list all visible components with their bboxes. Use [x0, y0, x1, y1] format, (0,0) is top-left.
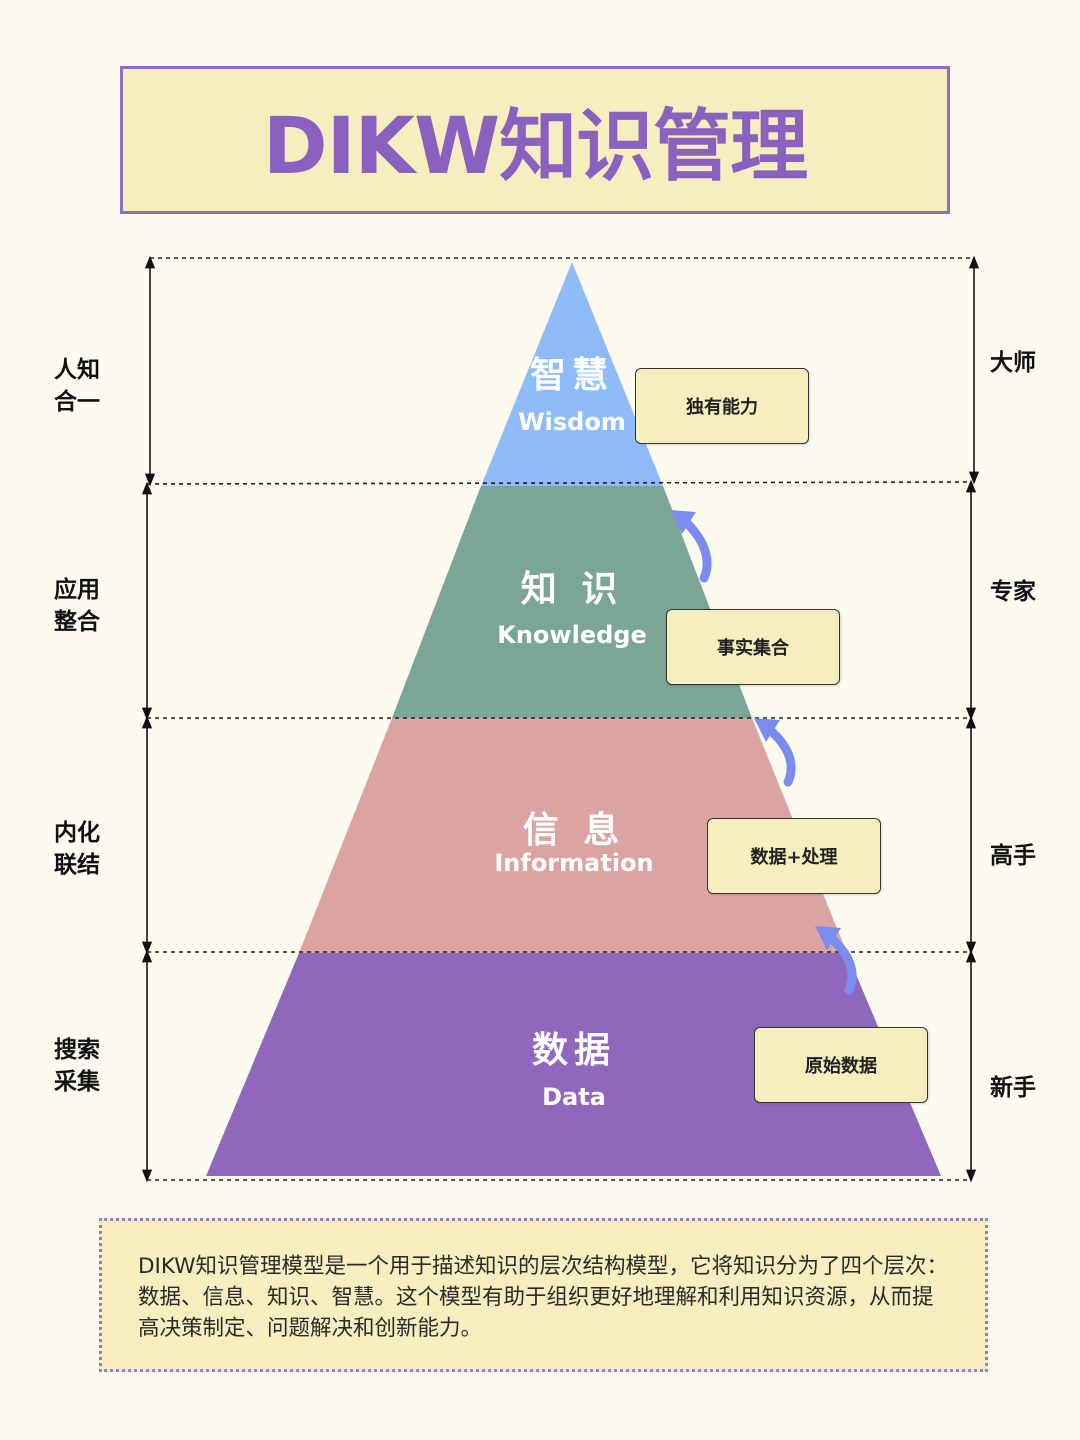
curved-up-arrow-icon	[754, 718, 796, 787]
tag-box-wisdom: 独有能力	[635, 368, 809, 444]
right-label-data: 新手	[990, 1075, 1036, 1101]
description-box: DIKW知识管理模型是一个用于描述知识的层次结构模型，它将知识分为了四个层次：数…	[99, 1218, 988, 1372]
separator-line	[146, 481, 973, 485]
right-label-knowledge: 专家	[990, 579, 1036, 605]
right-label-wisdom: 大师	[990, 350, 1036, 376]
pyramid-layer-data	[206, 953, 941, 1176]
tag-box-knowledge: 事实集合	[666, 609, 840, 685]
curved-up-arrow-icon	[815, 926, 857, 995]
layer-title-knowledge: 知 识	[520, 569, 624, 610]
level-separators	[146, 257, 975, 1181]
layer-subtitle-wisdom: Wisdom	[518, 408, 626, 436]
right-label-information: 高手	[990, 843, 1036, 869]
tag-box-data: 原始数据	[754, 1027, 928, 1103]
layer-title-wisdom: 智慧	[529, 355, 614, 396]
left-label-wisdom: 人知 合一	[54, 357, 100, 415]
pyramid-layer-knowledge	[392, 486, 752, 718]
layer-title-data: 数据	[531, 1030, 616, 1071]
left-label-data: 搜索 采集	[54, 1037, 100, 1095]
layer-subtitle-data: Data	[542, 1083, 606, 1111]
description-text: DIKW知识管理模型是一个用于描述知识的层次结构模型，它将知识分为了四个层次：数…	[138, 1254, 948, 1341]
layer-subtitle-knowledge: Knowledge	[497, 621, 647, 649]
right-range-arrows	[965, 255, 980, 1183]
left-range-arrows	[141, 255, 156, 1183]
page-title: DIKW知识管理	[262, 102, 808, 192]
left-label-knowledge: 应用 整合	[54, 577, 100, 635]
pyramid-layer-wisdom	[481, 262, 663, 486]
pyramid-layer-information	[299, 718, 847, 953]
curved-up-arrow-icon	[670, 510, 712, 583]
title-banner: DIKW知识管理	[120, 66, 950, 214]
left-label-information: 内化 联结	[54, 820, 100, 878]
curved-arrows	[670, 510, 857, 995]
tag-box-information: 数据+处理	[707, 818, 881, 894]
layer-subtitle-information: Information	[494, 849, 654, 877]
layer-title-information: 信 息	[522, 810, 626, 851]
